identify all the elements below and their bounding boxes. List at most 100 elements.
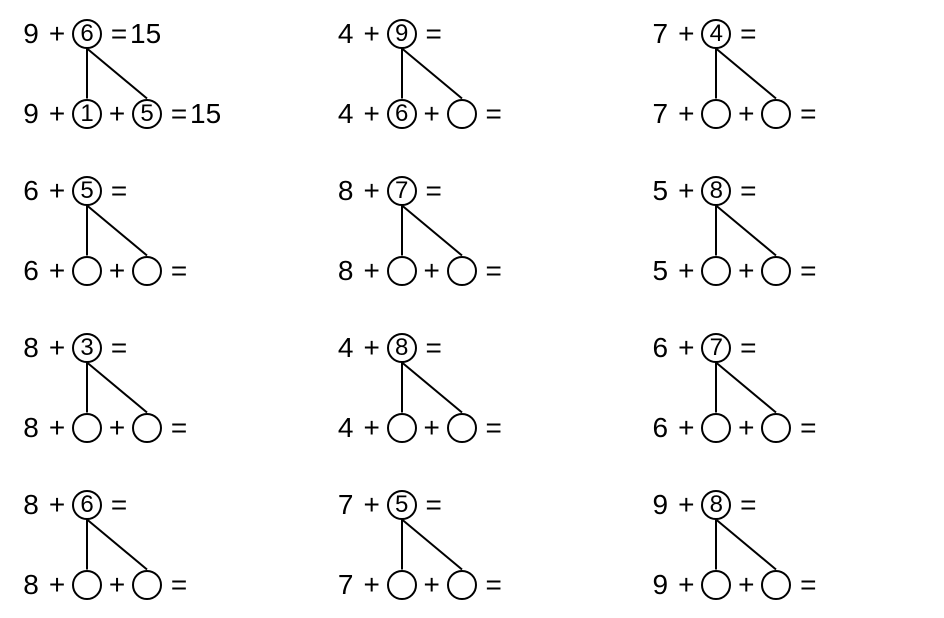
split-c2-circle[interactable] — [761, 570, 791, 600]
result-top: 15 — [130, 18, 161, 50]
addend-a-bottom: 7 — [335, 569, 357, 601]
split-c1-circle[interactable] — [387, 570, 417, 600]
equals-sign: = — [797, 255, 819, 287]
split-c2-circle[interactable] — [132, 413, 162, 443]
plus-op: + — [671, 255, 701, 287]
plus-op: + — [357, 332, 387, 364]
equals-sign: = — [797, 569, 819, 601]
split-c1-circle[interactable] — [387, 256, 417, 286]
equation-bottom: 8++= — [335, 249, 610, 293]
plus-op: + — [731, 412, 761, 444]
split-c1-circle[interactable] — [701, 256, 731, 286]
equals-sign: = — [483, 255, 505, 287]
plus-op: + — [357, 18, 387, 50]
problem: 6 + 5 =6++= — [20, 167, 295, 294]
addend-a: 7 — [335, 489, 357, 521]
addend-a: 4 — [335, 18, 357, 50]
plus-op: + — [417, 255, 447, 287]
addend-a-bottom: 4 — [335, 412, 357, 444]
addend-a-bottom: 4 — [335, 98, 357, 130]
addend-b-circle: 8 — [701, 490, 731, 520]
addend-b-circle: 5 — [72, 176, 102, 206]
split-c1-circle[interactable] — [72, 256, 102, 286]
split-c2-circle[interactable] — [447, 570, 477, 600]
equation-top: 4 + 9 = — [335, 12, 610, 56]
equation-bottom: 4+6+= — [335, 92, 610, 136]
equals-sign: = — [737, 332, 759, 364]
plus-op: + — [671, 489, 701, 521]
plus-op: + — [357, 489, 387, 521]
split-c2-circle[interactable] — [132, 256, 162, 286]
addend-a-bottom: 6 — [20, 255, 42, 287]
plus-op: + — [42, 98, 72, 130]
plus-op: + — [671, 18, 701, 50]
plus-op: + — [102, 412, 132, 444]
plus-op: + — [42, 412, 72, 444]
problem: 5 + 8 =5++= — [649, 167, 924, 294]
equals-sign: = — [108, 18, 130, 50]
split-c1-circle[interactable] — [387, 413, 417, 443]
plus-op: + — [357, 98, 387, 130]
equals-sign: = — [797, 98, 819, 130]
addend-b-circle: 6 — [72, 490, 102, 520]
addend-a-bottom: 7 — [649, 98, 671, 130]
equals-sign: = — [168, 412, 190, 444]
plus-op: + — [357, 569, 387, 601]
split-c2-circle[interactable] — [447, 99, 477, 129]
split-c2-circle[interactable] — [761, 413, 791, 443]
equals-sign: = — [423, 175, 445, 207]
split-c2-circle[interactable] — [761, 256, 791, 286]
equation-bottom: 7++= — [649, 92, 924, 136]
plus-op: + — [102, 255, 132, 287]
split-c1-circle[interactable] — [72, 570, 102, 600]
problem: 4 + 8 =4++= — [335, 324, 610, 451]
equals-sign: = — [423, 332, 445, 364]
split-c1-circle[interactable] — [701, 570, 731, 600]
addend-a-bottom: 9 — [649, 569, 671, 601]
equals-sign: = — [168, 569, 190, 601]
split-c1-circle[interactable] — [701, 413, 731, 443]
equation-top: 8 + 7 = — [335, 169, 610, 213]
addend-b-circle: 3 — [72, 333, 102, 363]
split-c2-circle[interactable] — [447, 256, 477, 286]
equals-sign: = — [797, 412, 819, 444]
equation-bottom: 7++= — [335, 563, 610, 607]
problem: 8 + 6 =8++= — [20, 481, 295, 608]
equals-sign: = — [423, 489, 445, 521]
problem: 6 + 7 =6++= — [649, 324, 924, 451]
split-c1-circle[interactable] — [701, 99, 731, 129]
equation-bottom: 9+1+5=15 — [20, 92, 295, 136]
plus-op: + — [42, 489, 72, 521]
equation-bottom: 5++= — [649, 249, 924, 293]
split-c2-circle[interactable] — [132, 570, 162, 600]
worksheet-page: 9 + 6 =159+1+5=154 + 9 =4+6+=7 + 4 =7++=… — [0, 0, 944, 618]
addend-b-circle: 8 — [701, 176, 731, 206]
split-c2-circle[interactable] — [447, 413, 477, 443]
equation-bottom: 6++= — [20, 249, 295, 293]
plus-op: + — [42, 175, 72, 207]
plus-op: + — [42, 569, 72, 601]
addend-a-bottom: 9 — [20, 98, 42, 130]
equation-bottom: 8++= — [20, 563, 295, 607]
plus-op: + — [671, 98, 701, 130]
equals-sign: = — [483, 412, 505, 444]
equals-sign: = — [423, 18, 445, 50]
plus-op: + — [102, 569, 132, 601]
addend-a-bottom: 8 — [20, 412, 42, 444]
plus-op: + — [42, 255, 72, 287]
equals-sign: = — [737, 489, 759, 521]
addend-a-bottom: 8 — [335, 255, 357, 287]
plus-op: + — [357, 255, 387, 287]
equation-top: 6 + 5 = — [20, 169, 295, 213]
split-c1-circle[interactable] — [72, 413, 102, 443]
plus-op: + — [731, 569, 761, 601]
plus-op: + — [417, 412, 447, 444]
equation-bottom: 9++= — [649, 563, 924, 607]
split-c2-circle[interactable] — [761, 99, 791, 129]
addend-b-circle: 7 — [387, 176, 417, 206]
equals-sign: = — [483, 98, 505, 130]
problem: 8 + 3 =8++= — [20, 324, 295, 451]
addend-a: 6 — [20, 175, 42, 207]
addend-a: 9 — [649, 489, 671, 521]
plus-op: + — [731, 98, 761, 130]
